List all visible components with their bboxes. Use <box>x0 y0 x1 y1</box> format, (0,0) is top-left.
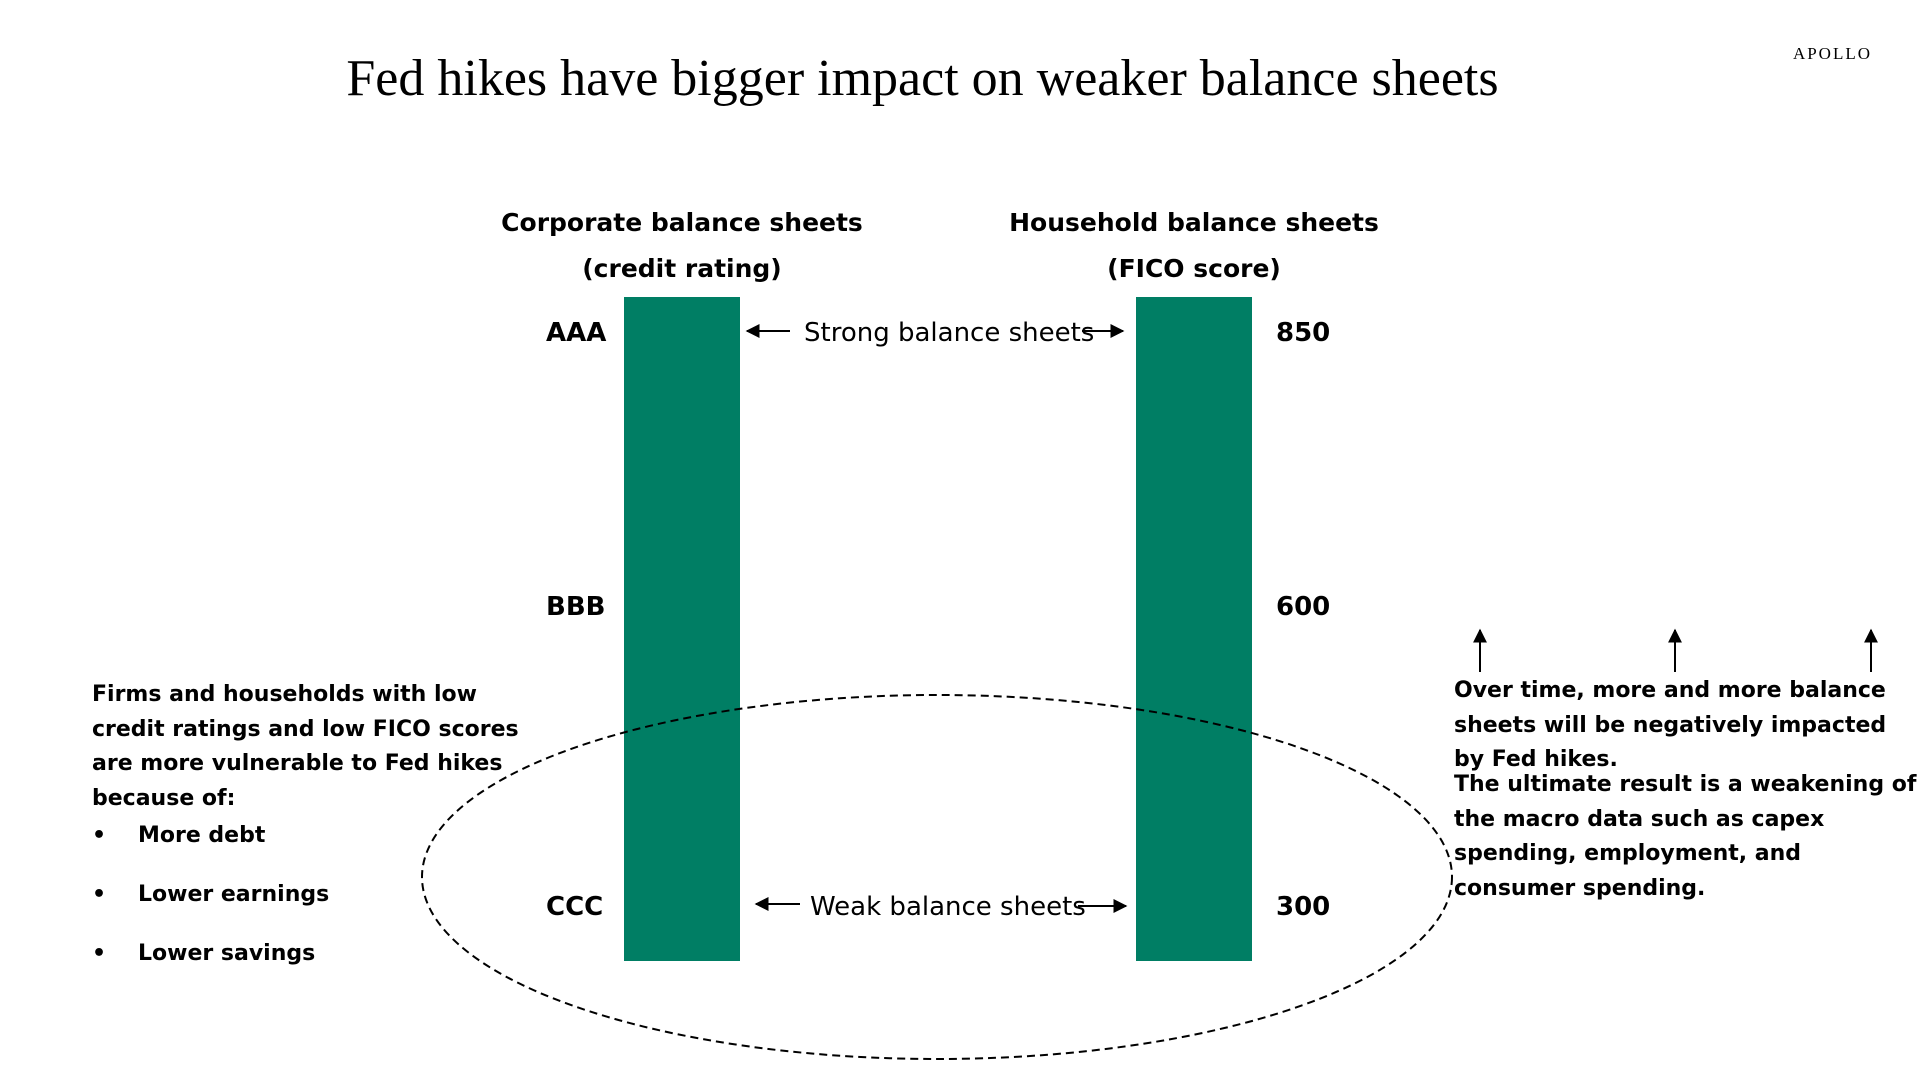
page-title: Fed hikes have bigger impact on weaker b… <box>346 50 1499 107</box>
strong-balance-label: Strong balance sheets <box>804 318 1095 348</box>
household-tick-600: 600 <box>1276 592 1331 622</box>
corporate-heading: Corporate balance sheets (credit rating) <box>452 200 912 292</box>
household-heading-line2: (FICO score) <box>1107 254 1281 283</box>
weak-zone-ellipse <box>421 694 1453 1060</box>
corporate-tick-bbb: BBB <box>546 592 606 622</box>
reasons-list: • More debt • Lower earnings • Lower saving… <box>92 806 452 983</box>
household-heading-line1: Household balance sheets <box>1009 208 1379 237</box>
corporate-tick-ccc: CCC <box>546 892 604 922</box>
bullet-text: Lower earnings <box>138 882 330 907</box>
list-item: • More debt <box>92 806 452 865</box>
right-note-paragraph-1: Over time, more and more balance sheets … <box>1454 678 1887 772</box>
corporate-heading-line2: (credit rating) <box>582 254 782 283</box>
left-note: Firms and households with low credit rat… <box>92 682 519 811</box>
household-heading: Household balance sheets (FICO score) <box>964 200 1424 292</box>
corporate-tick-aaa: AAA <box>546 318 607 348</box>
right-note-paragraph-2: The ultimate result is a weakening of th… <box>1454 772 1917 901</box>
bullet-icon: • <box>92 823 107 848</box>
household-tick-300: 300 <box>1276 892 1331 922</box>
bullet-icon: • <box>92 941 107 966</box>
brand-logo-text: APOLLO <box>1792 44 1872 63</box>
list-item: • Lower earnings <box>92 865 452 924</box>
bullet-text: More debt <box>138 823 266 848</box>
household-bar <box>1136 297 1252 961</box>
list-item: • Lower savings <box>92 924 452 983</box>
weak-balance-label: Weak balance sheets <box>810 892 1086 922</box>
bullet-icon: • <box>92 882 107 907</box>
household-tick-850: 850 <box>1276 318 1331 348</box>
corporate-heading-line1: Corporate balance sheets <box>501 208 863 237</box>
bullet-text: Lower savings <box>138 941 316 966</box>
corporate-bar <box>624 297 740 961</box>
